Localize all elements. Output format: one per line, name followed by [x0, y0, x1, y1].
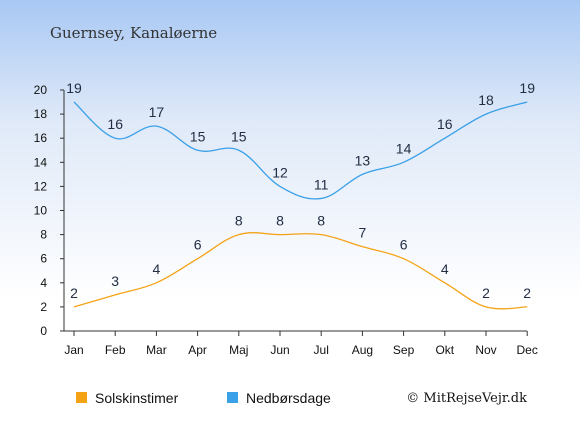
legend-swatch-solskinstimer	[76, 392, 87, 403]
copyright-text: © MitRejseVejr.dk	[406, 391, 527, 406]
legend: Solskinstimer Nedbørsdage	[76, 390, 331, 406]
data-label: 8	[317, 213, 325, 229]
data-label: 11	[314, 176, 329, 192]
legend-label-solskinstimer: Solskinstimer	[95, 390, 179, 406]
data-label: 13	[355, 152, 371, 168]
data-label: 15	[231, 128, 247, 144]
series-line-nedborsdage	[73, 101, 528, 200]
axes: 0 2 4 6 8 10 12 14 16 18 20 Jan Feb Mar Apr Maj Jun Jul Au…	[34, 83, 538, 357]
data-label: 8	[276, 213, 284, 229]
y-tick-label: 14	[34, 155, 48, 169]
x-tick-label: Nov	[475, 343, 496, 357]
data-label: 2	[482, 285, 490, 301]
x-tick-label: Jan	[64, 343, 83, 357]
y-tick-label: 2	[40, 300, 47, 314]
legend-swatch-nedborsdage	[227, 392, 238, 403]
x-tick-label: Feb	[105, 343, 126, 357]
y-tick-label: 10	[34, 204, 48, 218]
y-tick-label: 20	[34, 83, 48, 97]
data-label: 4	[441, 261, 449, 277]
x-tick-label: Sep	[393, 343, 415, 357]
data-label: 12	[272, 164, 288, 180]
data-label: 16	[107, 116, 123, 132]
legend-label-nedborsdage: Nedbørsdage	[246, 390, 331, 406]
data-label: 19	[519, 80, 535, 96]
y-tick-label: 16	[34, 131, 48, 145]
y-tick-label: 0	[40, 324, 47, 338]
y-tick-label: 6	[40, 252, 47, 266]
data-label: 19	[66, 80, 82, 96]
data-label: 6	[194, 237, 202, 253]
data-label: 3	[111, 273, 119, 289]
x-tick-label: Dec	[517, 343, 538, 357]
y-tick-label: 4	[40, 276, 47, 290]
x-tick-label: Apr	[188, 343, 207, 357]
data-label: 4	[153, 261, 161, 277]
chart-title: Guernsey, Kanaløerne	[50, 24, 217, 42]
data-label: 16	[437, 116, 453, 132]
data-label: 14	[396, 140, 412, 156]
x-tick-label: Aug	[352, 343, 373, 357]
x-tick-label: Maj	[229, 343, 248, 357]
x-tick-label: Okt	[435, 343, 454, 357]
y-tick-label: 12	[34, 179, 48, 193]
data-label: 18	[478, 92, 494, 108]
y-tick-label: 8	[40, 228, 47, 242]
data-label: 17	[149, 104, 165, 120]
data-label: 6	[400, 237, 408, 253]
data-label: 2	[70, 285, 78, 301]
y-tick-label: 18	[34, 107, 48, 121]
x-tick-label: Mar	[146, 343, 167, 357]
data-label: 8	[235, 213, 243, 229]
x-tick-label: Jul	[314, 343, 329, 357]
data-label: 2	[523, 285, 531, 301]
series-line-solskinstimer	[73, 232, 528, 310]
data-label: 7	[359, 225, 367, 241]
data-label: 15	[190, 128, 206, 144]
series-lines	[73, 101, 528, 310]
x-tick-label: Jun	[270, 343, 289, 357]
